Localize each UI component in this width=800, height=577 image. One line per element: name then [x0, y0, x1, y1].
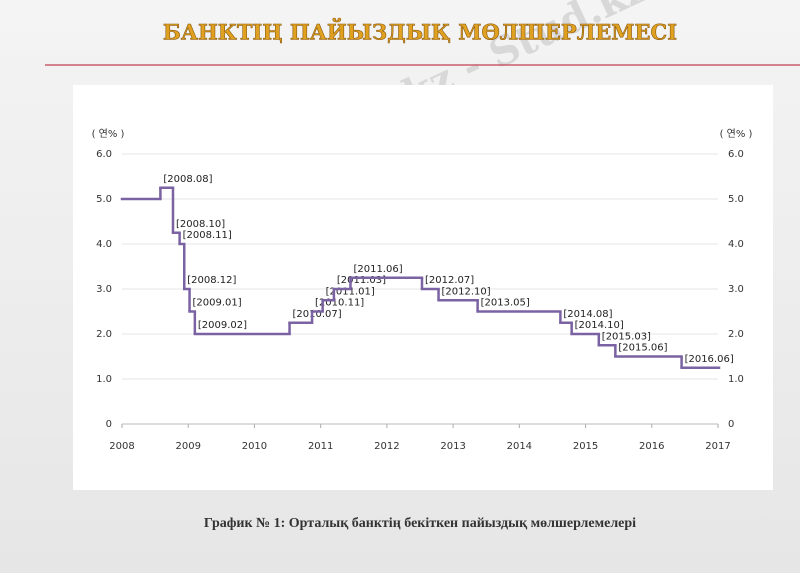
- y-tick-label: 1.0: [96, 374, 112, 385]
- y-tick-label: 0: [106, 419, 112, 430]
- x-tick-label: 2012: [374, 441, 399, 452]
- y-tick-label: 2.0: [96, 329, 112, 340]
- x-tick-label: 2008: [109, 441, 134, 452]
- point-label: [2012.10]: [442, 286, 491, 297]
- y2-tick-label: 4.0: [728, 239, 744, 250]
- point-label: [2014.10]: [575, 320, 624, 331]
- point-label: [2016.06]: [685, 354, 734, 365]
- y-tick-label: 5.0: [96, 194, 112, 205]
- point-label: [2015.03]: [602, 331, 651, 342]
- y2-tick-label: 2.0: [728, 329, 744, 340]
- point-label: [2010.07]: [293, 309, 342, 320]
- point-label: [2011.06]: [353, 264, 402, 275]
- y-tick-label: 6.0: [96, 149, 112, 160]
- point-label: [2010.11]: [315, 298, 364, 309]
- point-label: [2009.01]: [193, 298, 242, 309]
- point-label: [2011.01]: [326, 286, 375, 297]
- y2-tick-label: 3.0: [728, 284, 744, 295]
- caption: График № 1: Орталық банктің бекіткен пай…: [204, 516, 636, 531]
- x-tick-label: 2010: [242, 441, 267, 452]
- y2-tick-label: 5.0: [728, 194, 744, 205]
- x-tick-label: 2009: [175, 441, 200, 452]
- x-tick-label: 2011: [308, 441, 333, 452]
- point-label: [2012.07]: [425, 275, 474, 286]
- y2-tick-label: 6.0: [728, 149, 744, 160]
- x-tick-label: 2013: [440, 441, 465, 452]
- x-tick-label: 2016: [639, 441, 664, 452]
- y2-tick-label: 1.0: [728, 374, 744, 385]
- y-tick-label: 3.0: [96, 284, 112, 295]
- point-label: [2015.06]: [618, 343, 667, 354]
- point-label: [2011.03]: [337, 275, 386, 286]
- y-unit-label: ( 연% ): [92, 128, 125, 140]
- point-label: [2008.11]: [183, 230, 232, 241]
- point-label: [2014.08]: [563, 309, 612, 320]
- x-tick-label: 2014: [507, 441, 532, 452]
- slide-title: БАНКТІҢ ПАЙЫЗДЫҚ МӨЛШЕРЛЕМЕСІ: [163, 19, 677, 45]
- y2-unit-label: ( 연% ): [720, 128, 753, 140]
- y2-tick-label: 0: [728, 419, 734, 430]
- y-tick-label: 4.0: [96, 239, 112, 250]
- x-tick-label: 2017: [705, 441, 730, 452]
- point-label: [2009.02]: [198, 320, 247, 331]
- point-label: [2008.12]: [187, 275, 236, 286]
- x-tick-label: 2015: [573, 441, 598, 452]
- point-label: [2008.10]: [176, 219, 225, 230]
- point-label: [2013.05]: [481, 298, 530, 309]
- chart: 0 0 1.0 1.0 2.0 2.0 3.0 3.0 4.0 4.0 5.0 5.0 6.0 6.0 ( …: [92, 128, 753, 452]
- point-label: [2008.08]: [163, 174, 212, 185]
